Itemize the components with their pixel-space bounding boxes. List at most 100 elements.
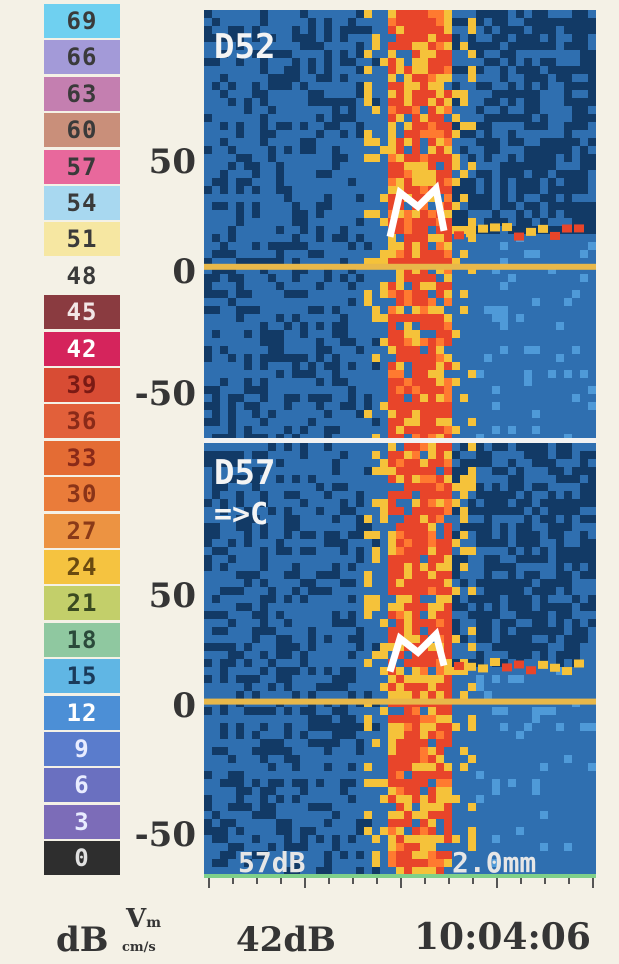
spectrogram-cell [428,499,436,507]
spectrogram-cell [420,58,428,66]
spectrogram-cell [372,467,380,475]
spectrogram-cell [564,755,572,763]
spectrogram-cell [524,146,532,154]
spectrogram-cell [324,491,332,499]
spectrogram-cell [572,290,580,298]
spectrogram-cell [348,611,356,619]
spectrogram-cell [500,314,508,322]
spectrogram-cell [388,274,396,282]
spectrogram-cell [220,290,228,298]
spectrogram-cell [516,555,524,563]
spectrogram-cell [428,242,436,250]
spectrogram-cell [412,298,420,306]
spectrogram-cell [404,555,412,563]
spectrogram-cell [420,290,428,298]
spectrogram-cell [452,499,460,507]
clock-time: 10:04:06 [414,916,591,958]
spectrogram-cell [420,266,428,274]
velocity-label: Vm [126,904,162,934]
spectrogram-cell [428,771,436,779]
spectrogram-cell [340,50,348,58]
spectrogram-cell [220,643,228,651]
spectrogram-cell [420,338,428,346]
spectrogram-cell [580,26,588,34]
spectrogram-cell [244,426,252,434]
spectrogram-cell [444,483,452,491]
spectrogram-cell [420,659,428,667]
spectrogram-cell [404,18,412,26]
spectrogram-cell [356,90,364,98]
spectrogram-cell [492,58,500,66]
spectrogram-cell [396,507,404,515]
spectrogram-cell [420,803,428,811]
spectrogram-cell [324,851,332,859]
spectrogram-cell [332,723,340,731]
spectrogram-cell [276,779,284,787]
spectrogram-cell [388,66,396,74]
spectrogram-cell [404,298,412,306]
spectrogram-cell [460,306,468,314]
spectrogram-cell [236,306,244,314]
spectrogram-cell [332,707,340,715]
spectrogram-cell [244,162,252,170]
spectrogram-cell [428,42,436,50]
spectrogram-cell [308,362,316,370]
spectrogram-cell [428,691,436,699]
spectrogram-cell [212,523,220,531]
spectrogram-cell [364,763,372,771]
spectrogram-cell [396,803,404,811]
spectrogram-cell [308,803,316,811]
spectrogram-cell [428,114,436,122]
spectrogram-cell [548,26,556,34]
spectrogram-cell [412,218,420,226]
spectrogram-cell [444,306,452,314]
spectrogram-cell [404,210,412,218]
spectrogram-cell [260,603,268,611]
spectrogram-cell [388,675,396,683]
spectrogram-cell [564,138,572,146]
spectrogram-cell [292,218,300,226]
spectrogram-cell [412,226,420,234]
spectrogram-cell [444,378,452,386]
spectrogram-cell [308,34,316,42]
spectrogram-cell [436,499,444,507]
spectrogram-cell [404,50,412,58]
spectrogram-cell [404,483,412,491]
spectrogram-cell [500,635,508,643]
spectrogram-cell [532,587,540,595]
spectrogram-cell [388,859,396,867]
spectrogram-cell [476,122,484,130]
spectrogram-cell [564,475,572,483]
spectrogram-cell [468,50,476,58]
spectrogram-cell [452,555,460,563]
spectrogram-cell [476,675,484,683]
spectrogram-cell [396,555,404,563]
spectrogram-cell [396,843,404,851]
spectrogram-cell [420,330,428,338]
spectrogram-cell [412,330,420,338]
spectrogram-cell [396,18,404,26]
spectrogram-cell [396,82,404,90]
spectrogram-cell [484,354,492,362]
spectrogram-cell [428,18,436,26]
spectrogram-cell [420,34,428,42]
spectrogram-cell [540,651,548,659]
spectrogram-cell [468,122,476,130]
spectrogram-cell [460,250,468,258]
spectrogram-cell [524,595,532,603]
spectrogram-cell [516,467,524,475]
spectrogram-cell [380,290,388,298]
spectrogram-cell [340,154,348,162]
spectrogram-cell [524,106,532,114]
spectrogram-cell [236,843,244,851]
spectrogram-cell [420,218,428,226]
spectrogram-cell [508,475,516,483]
spectrogram-cell [348,26,356,34]
spectrogram-cell [436,547,444,555]
spectrogram-cell [204,26,212,34]
spectrogram-cell [284,146,292,154]
spectrogram-cell [396,739,404,747]
spectrogram-cell [508,162,516,170]
spectrogram-cell [372,651,380,659]
spectrogram-cell [436,50,444,58]
